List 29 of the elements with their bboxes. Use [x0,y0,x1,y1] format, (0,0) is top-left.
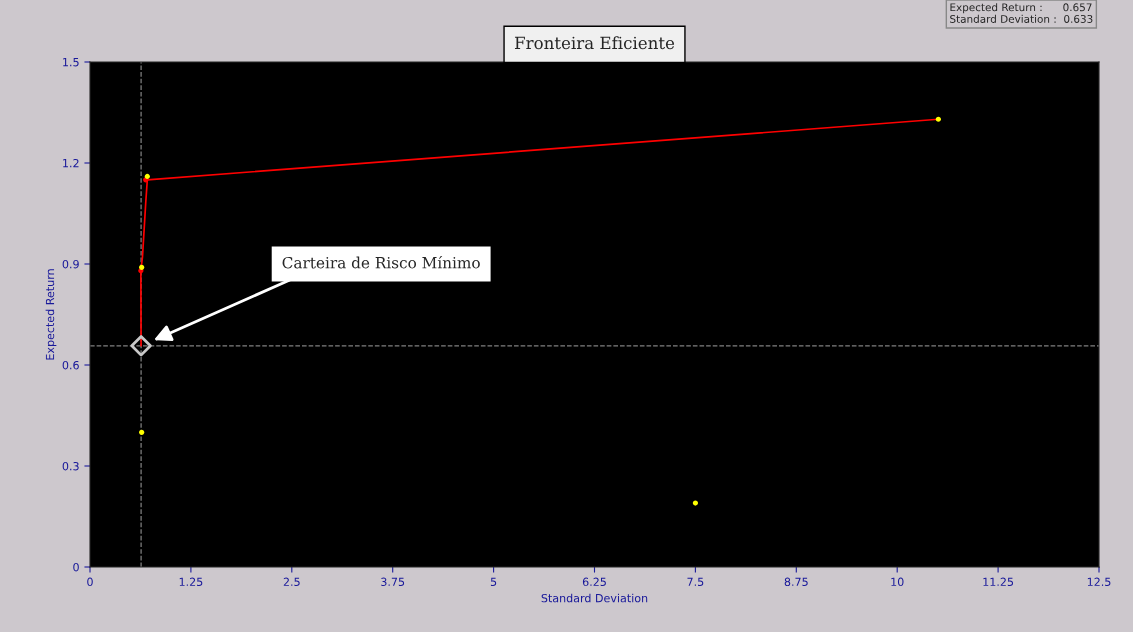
x-tick-label: 5 [490,577,497,587]
point [139,429,145,435]
chart-title: Fronteira Eficiente [514,36,675,50]
y-tick-label: 1.5 [63,58,79,67]
y-tick-label: 0 [73,562,79,572]
x-tick-label: 11.25 [983,577,1014,587]
x-tick-label: 7.5 [687,577,704,587]
point [692,500,698,506]
annotation: Carteira de Risco Mínimo [282,256,480,269]
point [139,264,145,270]
y-axis-title: Expected Return [45,269,57,360]
x-tick-label: 10 [891,577,904,587]
point [130,335,152,357]
x-tick-label: 0 [87,577,93,587]
point [144,173,150,180]
x-tick-label: 1.25 [179,577,203,587]
y-tick-label: 0.6 [62,360,79,370]
y-tick-label: 0.9 [62,259,79,269]
x-tick-label: 6.25 [582,577,606,587]
text: Standard Deviation : 0.633 [950,14,1093,23]
x-tick-label: 12.5 [1087,577,1111,587]
x-tick-label: 3.75 [381,577,405,587]
x-tick-label: 2.5 [283,577,300,587]
x-axis-title: Standard Deviation [541,593,648,603]
y-tick-label: 1.2 [63,158,79,168]
point [935,116,941,122]
text: Expected Return : 0.657 [950,3,1092,14]
x-tick-label: 8.75 [784,577,808,587]
y-tick-label: 0.3 [62,461,79,471]
